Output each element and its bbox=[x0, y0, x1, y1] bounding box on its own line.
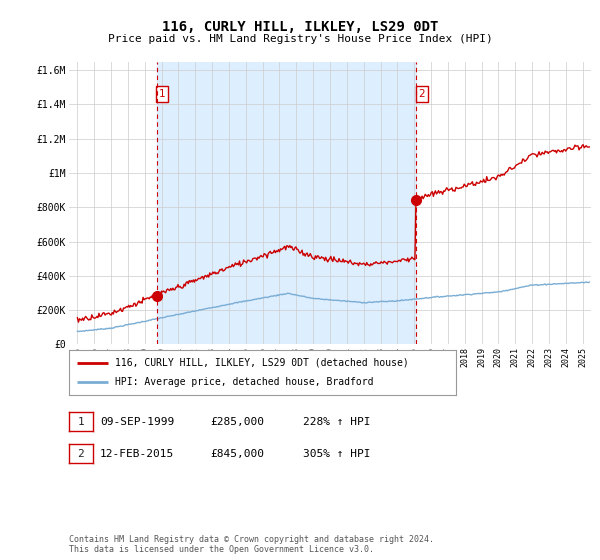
Text: £845,000: £845,000 bbox=[210, 449, 264, 459]
Text: 1: 1 bbox=[159, 89, 166, 99]
Text: Price paid vs. HM Land Registry's House Price Index (HPI): Price paid vs. HM Land Registry's House … bbox=[107, 34, 493, 44]
Text: 1: 1 bbox=[77, 417, 85, 427]
Text: 116, CURLY HILL, ILKLEY, LS29 0DT (detached house): 116, CURLY HILL, ILKLEY, LS29 0DT (detac… bbox=[115, 357, 409, 367]
Text: 305% ↑ HPI: 305% ↑ HPI bbox=[303, 449, 371, 459]
Text: 2: 2 bbox=[77, 449, 85, 459]
Text: 2: 2 bbox=[418, 89, 425, 99]
Text: 12-FEB-2015: 12-FEB-2015 bbox=[100, 449, 175, 459]
Text: Contains HM Land Registry data © Crown copyright and database right 2024.
This d: Contains HM Land Registry data © Crown c… bbox=[69, 535, 434, 554]
Text: 09-SEP-1999: 09-SEP-1999 bbox=[100, 417, 175, 427]
Text: HPI: Average price, detached house, Bradford: HPI: Average price, detached house, Brad… bbox=[115, 377, 374, 388]
Bar bbox=[157, 62, 416, 344]
Text: 228% ↑ HPI: 228% ↑ HPI bbox=[303, 417, 371, 427]
Text: £285,000: £285,000 bbox=[210, 417, 264, 427]
Text: 116, CURLY HILL, ILKLEY, LS29 0DT: 116, CURLY HILL, ILKLEY, LS29 0DT bbox=[162, 20, 438, 34]
